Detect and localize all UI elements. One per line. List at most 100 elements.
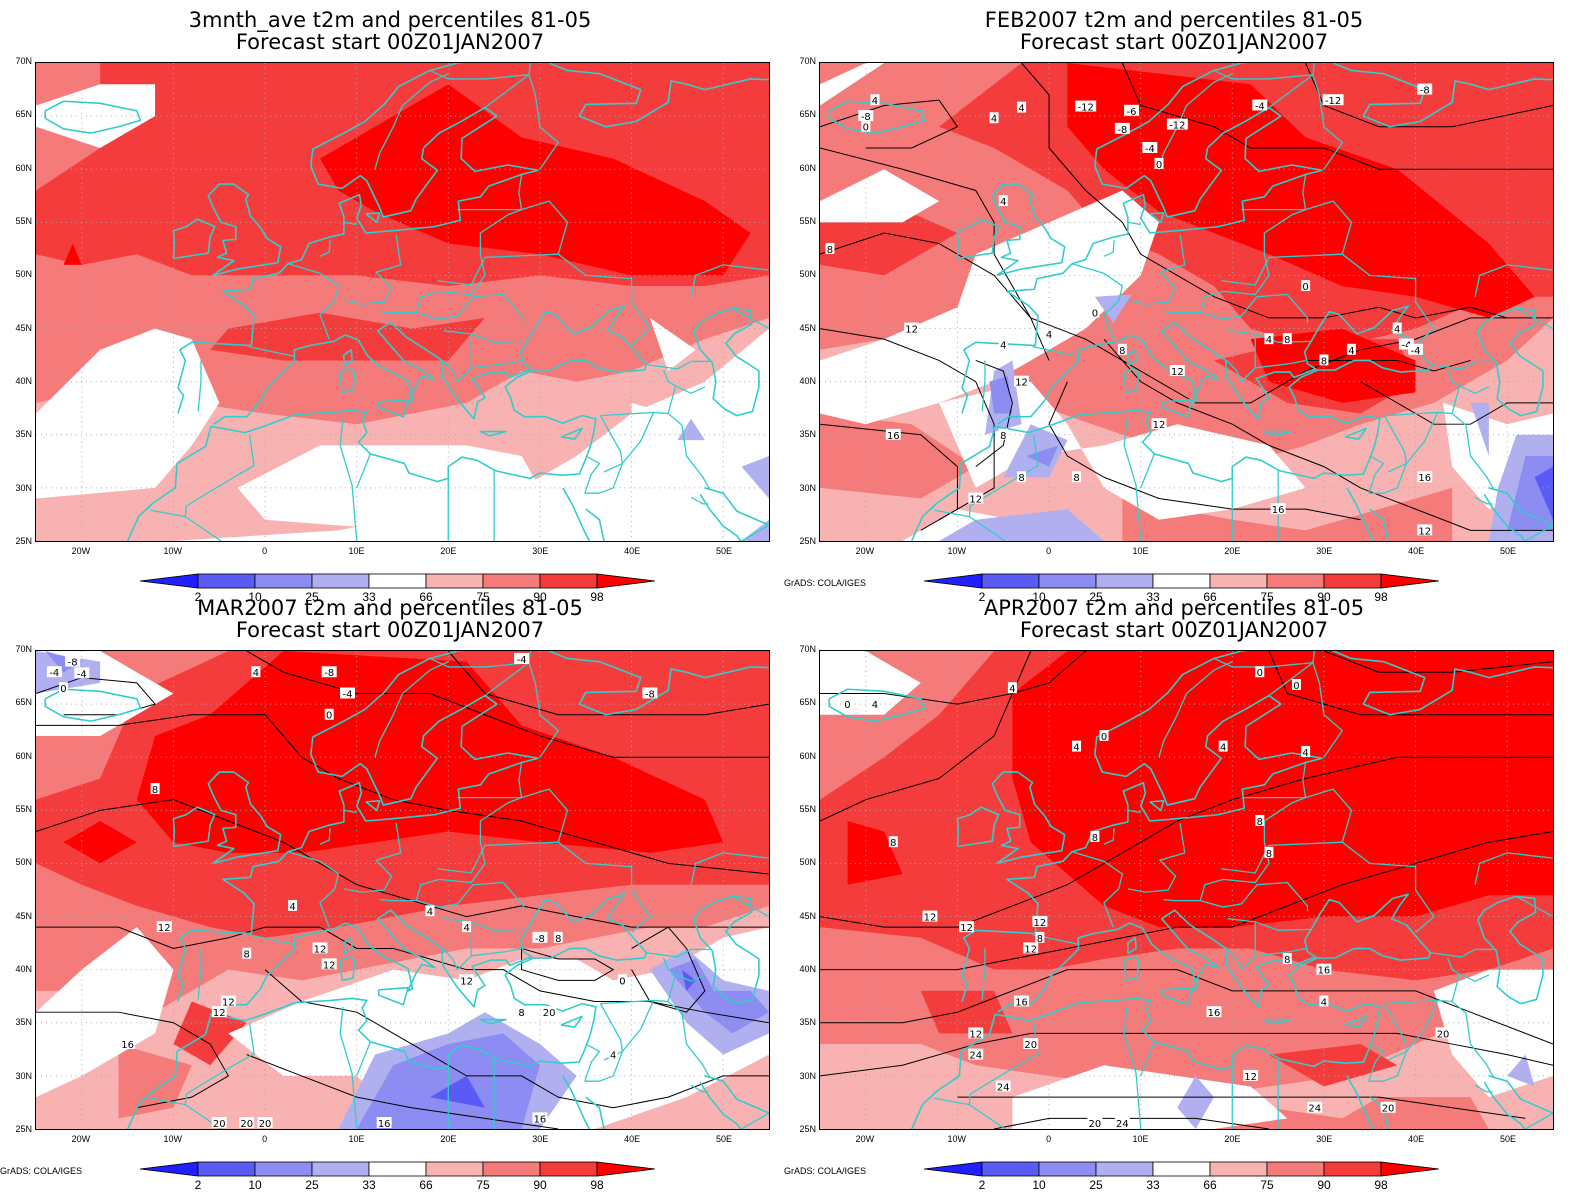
- contour-label: 4: [288, 899, 298, 913]
- colorbar-label: 66: [419, 590, 433, 604]
- svg-text:0: 0: [1092, 309, 1098, 320]
- contour-label: -4: [1408, 343, 1424, 357]
- lon-tick-label: 0: [262, 1134, 268, 1144]
- colorbar-label: 10: [248, 590, 262, 604]
- panel-title: MAR2007 t2m and percentiles 81-05: [197, 596, 583, 620]
- contour-label: 16: [1206, 1006, 1222, 1019]
- svg-text:-4: -4: [1401, 340, 1411, 351]
- colorbar-label: 33: [362, 590, 376, 604]
- lon-tick-label: 30E: [1316, 1134, 1333, 1144]
- contour-label: 16: [1316, 963, 1332, 977]
- lat-tick-label: 55N: [15, 216, 32, 226]
- contour-label: -4: [1252, 99, 1268, 112]
- lat-tick-label: 35N: [799, 429, 816, 440]
- svg-text:0: 0: [1101, 732, 1107, 743]
- colorbar-label: 33: [1146, 1178, 1160, 1192]
- svg-text:4: 4: [1046, 330, 1052, 341]
- contour-label: 8: [242, 947, 252, 961]
- contour-label: 8: [1090, 830, 1100, 844]
- svg-text:20: 20: [543, 1008, 556, 1019]
- svg-text:-4: -4: [343, 689, 353, 700]
- contour-label: 8: [1255, 814, 1265, 828]
- svg-text:8: 8: [555, 934, 561, 945]
- colorbar-label: 90: [533, 1178, 547, 1192]
- contour-label: 12: [959, 921, 975, 934]
- svg-text:16: 16: [1318, 966, 1331, 977]
- contour-label: 0: [324, 708, 334, 722]
- colorbar-label: 66: [1203, 590, 1217, 604]
- contour-label: 24: [968, 1048, 984, 1062]
- lon-tick-label: 10E: [1132, 1134, 1149, 1144]
- panel-subtitle: Forecast start 00Z01JAN2007: [1019, 30, 1329, 54]
- svg-text:24: 24: [997, 1083, 1010, 1094]
- contour-label: -8: [1417, 83, 1433, 97]
- svg-text:12: 12: [969, 1029, 982, 1040]
- svg-text:4: 4: [1348, 346, 1354, 357]
- colorbar-container: [139, 1161, 656, 1182]
- contour-label: 4: [462, 921, 472, 934]
- svg-text:12: 12: [1024, 944, 1037, 955]
- map-panel-3: MAR2007 t2m and percentiles 81-05 Forecas…: [0, 588, 780, 1192]
- svg-text:-6: -6: [1127, 107, 1137, 118]
- lon-tick-label: 50E: [716, 1134, 733, 1144]
- contour-label: 8: [1035, 931, 1045, 945]
- contour-label: 12: [904, 322, 920, 336]
- svg-text:8: 8: [1037, 934, 1043, 945]
- contour-label: 0: [1291, 679, 1301, 692]
- svg-text:-4: -4: [77, 669, 87, 680]
- svg-text:16: 16: [534, 1114, 547, 1125]
- svg-text:8: 8: [1266, 849, 1272, 860]
- contour-label: 12: [1023, 942, 1039, 955]
- contour-label: -6: [1124, 104, 1140, 118]
- colorbar-label: 33: [362, 1178, 376, 1192]
- svg-text:12: 12: [1418, 526, 1431, 537]
- lon-tick-label: 10W: [947, 1134, 967, 1144]
- contour-label: 20: [211, 1117, 227, 1129]
- colorbar-label: 90: [1317, 590, 1331, 604]
- svg-text:16: 16: [1272, 505, 1285, 516]
- contour-label: -8: [642, 687, 658, 700]
- svg-text:4: 4: [1073, 743, 1079, 754]
- svg-text:12: 12: [1171, 367, 1184, 378]
- svg-text:0: 0: [619, 976, 625, 987]
- lat-tick-label: 45N: [799, 910, 816, 921]
- lat-tick-label: 40N: [15, 964, 32, 974]
- borders: [934, 63, 1553, 541]
- contour-label: 4: [989, 112, 999, 125]
- colorbar: [139, 573, 656, 589]
- svg-text:8: 8: [152, 785, 158, 796]
- percentile-map: [36, 63, 769, 541]
- svg-text:0: 0: [60, 684, 66, 695]
- svg-text:4: 4: [610, 1051, 616, 1062]
- svg-text:12: 12: [969, 495, 982, 506]
- borders: [150, 63, 769, 541]
- contour-label: 0: [1301, 280, 1311, 293]
- lat-tick-label: 60N: [15, 750, 32, 761]
- contour-label: -8: [532, 931, 548, 945]
- contour-label: 0: [861, 120, 871, 134]
- contour-label: 4: [1346, 343, 1356, 357]
- map-area: 4 0 4 0 0 0 4 4 4 8 8 8 12 12 8 12 12 8 8 4 16 16 20 12 16 12 20 24…: [819, 650, 1554, 1130]
- colorbar-label: 66: [1203, 1178, 1217, 1192]
- lat-tick-label: 70N: [799, 644, 816, 654]
- lat-tick-label: 30N: [799, 1070, 816, 1081]
- colorbar-label: 66: [419, 1178, 433, 1192]
- svg-text:-12: -12: [1169, 121, 1185, 132]
- contour-label: 8: [1017, 471, 1027, 484]
- contour-label: 20: [257, 1117, 273, 1129]
- contour-label: 0: [842, 698, 852, 711]
- lon-tick-label: 30E: [1316, 546, 1333, 556]
- contour-label: 4: [1007, 682, 1017, 695]
- contour-label: 4: [1319, 995, 1329, 1009]
- colorbar-label: 2: [978, 590, 986, 604]
- svg-text:20: 20: [1024, 1040, 1037, 1051]
- svg-text:20: 20: [1382, 1104, 1395, 1115]
- lon-tick-label: 0: [262, 546, 268, 556]
- svg-text:-8: -8: [861, 112, 871, 123]
- lon-tick-label: 0: [1046, 546, 1052, 556]
- svg-text:12: 12: [314, 944, 327, 955]
- svg-text:8: 8: [244, 950, 250, 961]
- contour-label: -4: [1142, 142, 1158, 155]
